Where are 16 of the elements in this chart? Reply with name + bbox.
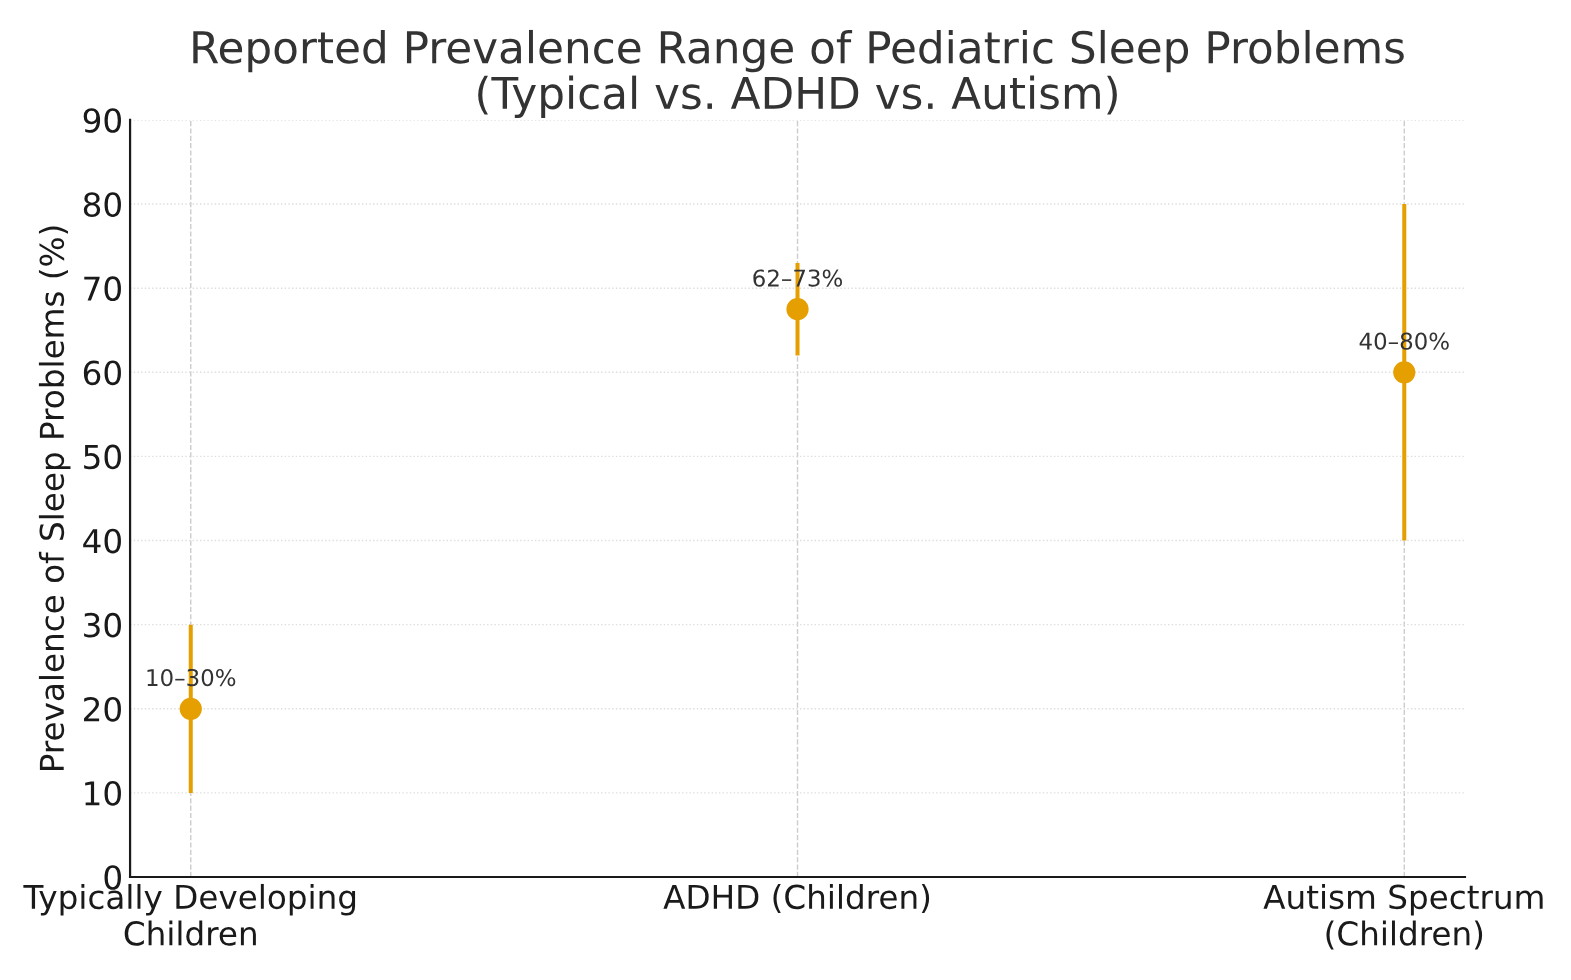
y-axis-title: Prevalence of Sleep Problems (%) [38, 226, 71, 771]
y-tick-label: 60 [83, 360, 121, 386]
chart-title: Reported Prevalence Range of Pediatric Sleep Problems (Typical vs. ADHD vs. Autism) [193, 29, 1404, 118]
y-tick-label: 10 [85, 781, 121, 806]
x-tick-label: Autism Spectrum (Children) [1263, 883, 1543, 950]
x-tick-label: ADHD (Children) [663, 883, 930, 914]
point [179, 697, 202, 720]
y-tick-label: 80 [83, 192, 121, 217]
y-tick-label: 70 [84, 276, 121, 302]
y-tick-label: 90 [83, 108, 121, 133]
y-tick-label: 20 [83, 696, 121, 722]
y-tick-label: 50 [84, 444, 121, 470]
point [1393, 361, 1416, 384]
y-tick-label: 40 [83, 528, 121, 554]
point [786, 298, 809, 321]
y-tick-label: 30 [84, 612, 121, 638]
